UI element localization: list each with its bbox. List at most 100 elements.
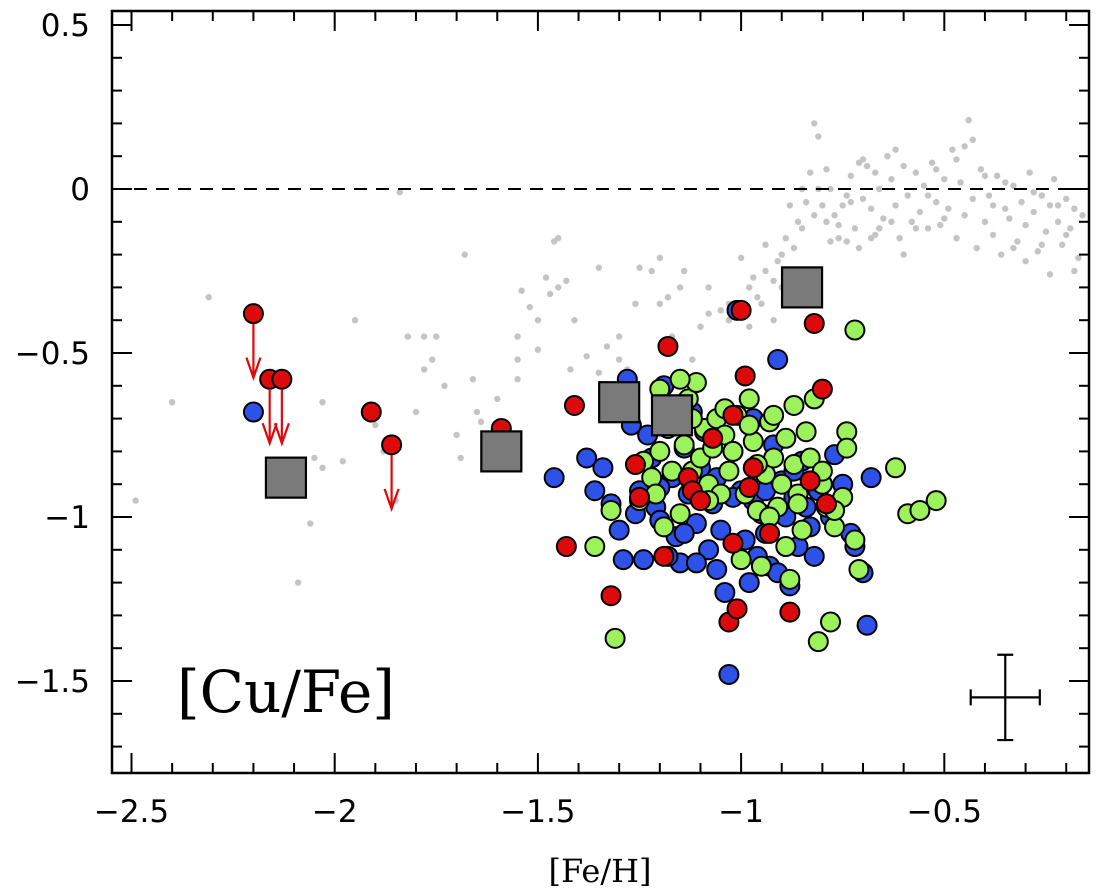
field-star-point — [815, 133, 822, 140]
average-square — [480, 430, 523, 473]
average-square — [650, 394, 694, 437]
red-sample-point — [811, 378, 833, 400]
field-star-point — [863, 162, 871, 170]
field-star-point — [697, 323, 704, 330]
field-star-point — [794, 218, 802, 225]
green-sample-point — [783, 394, 805, 416]
field-star-point — [563, 277, 570, 285]
upper-limit-arrow — [273, 389, 290, 447]
field-star-point — [904, 192, 911, 199]
field-star-point — [615, 333, 623, 340]
field-star-point — [307, 520, 314, 527]
field-star-point — [656, 254, 664, 262]
red-sample-point — [563, 394, 585, 416]
green-sample-point — [836, 437, 858, 459]
field-star-point — [973, 244, 981, 252]
field-star-point — [900, 251, 907, 258]
field-star-point — [892, 146, 899, 153]
field-star-point — [782, 235, 790, 242]
field-star-point — [924, 225, 932, 232]
field-star-point — [1030, 208, 1037, 216]
field-star-point — [555, 284, 562, 291]
blue-sample-point — [608, 519, 630, 541]
red-sample-point — [702, 427, 724, 449]
field-star-point — [937, 221, 944, 229]
x-tick-label: −2.5 — [94, 794, 169, 830]
average-squares — [264, 266, 824, 499]
field-star-point — [319, 464, 326, 471]
field-star-point — [1075, 254, 1082, 262]
field-star-point — [1046, 271, 1054, 278]
field-star-point — [924, 192, 932, 199]
field-star-point — [969, 195, 976, 203]
field-star-point — [1063, 195, 1070, 203]
arrow-head — [261, 422, 278, 447]
field-star-point — [168, 399, 176, 406]
field-star-point — [912, 225, 920, 232]
green-sample-point — [909, 499, 931, 521]
field-star-point — [1058, 241, 1066, 248]
field-star-point — [1034, 248, 1041, 255]
red-sample-point — [779, 601, 801, 623]
field-star-point — [636, 264, 643, 271]
field-star-point — [786, 202, 794, 209]
field-star-point — [514, 356, 521, 363]
field-star-point — [843, 192, 850, 199]
field-star-point — [705, 284, 712, 291]
field-star-point — [603, 343, 611, 350]
x-tick-labels: −2.5 −2 −1.5 −1 −0.5 — [94, 794, 982, 830]
red-sample-point — [722, 404, 744, 426]
arrow-head — [245, 357, 262, 381]
green-sample-point — [779, 568, 801, 590]
red-sample-point — [815, 493, 837, 515]
blue-sample-point — [633, 549, 655, 571]
y-tick-label: −1 — [44, 500, 90, 536]
field-star-point — [876, 225, 883, 232]
blue-sample-point — [576, 447, 598, 469]
blue-sample-point — [612, 549, 634, 571]
field-star-point — [571, 317, 578, 324]
field-star-point — [888, 218, 895, 225]
green-sample-point — [775, 427, 797, 449]
red-sample-point — [738, 476, 760, 498]
field-star-point — [770, 317, 777, 324]
sample-points — [242, 299, 947, 685]
field-star-point — [1006, 215, 1013, 222]
red-sample-point — [242, 303, 264, 325]
field-star-point — [993, 172, 1001, 180]
field-star-point — [737, 254, 745, 262]
field-star-point — [859, 195, 867, 203]
x-tick-label: −1 — [718, 794, 764, 830]
field-star-point — [774, 257, 781, 265]
field-star-point — [1010, 244, 1017, 252]
field-star-point — [632, 300, 639, 307]
field-star-point — [920, 182, 928, 189]
field-star-point — [595, 369, 603, 376]
red-sample-point — [657, 335, 679, 357]
red-sample-point — [803, 312, 825, 334]
field-star-point — [339, 458, 347, 465]
red-sample-point — [653, 545, 675, 567]
blue-sample-point — [706, 558, 728, 580]
field-star-point — [949, 146, 956, 153]
field-star-point — [831, 212, 838, 219]
field-star-point — [932, 166, 940, 173]
green-sample-point — [669, 368, 691, 390]
field-star-point — [798, 225, 806, 232]
field-star-point — [1002, 205, 1009, 212]
blue-sample-point — [718, 663, 740, 685]
field-star-point — [453, 431, 460, 439]
field-star-point — [1014, 238, 1021, 245]
field-star-point — [534, 317, 542, 324]
green-sample-point — [763, 404, 785, 426]
field-star-point — [1071, 267, 1078, 275]
field-star-point — [945, 205, 952, 212]
field-star-point — [717, 307, 724, 314]
green-sample-point — [848, 558, 870, 580]
field-star-point — [477, 418, 485, 426]
field-star-point — [1038, 241, 1046, 248]
field-star-point — [941, 175, 948, 183]
field-star-point — [526, 303, 533, 311]
blue-sample-point — [592, 457, 614, 479]
